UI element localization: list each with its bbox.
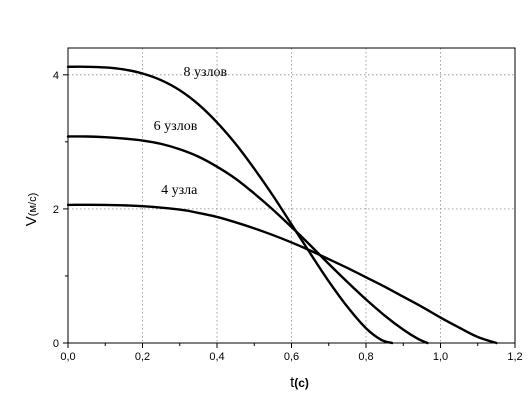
x-axis-title: t(с): [290, 374, 309, 391]
x-tick-label: 0,6: [284, 351, 299, 363]
series-line-0: [66, 65, 394, 345]
x-axis-unit: (с): [294, 376, 309, 390]
x-tick-label: 0,0: [60, 351, 75, 363]
series-annotation-0: 8 узлов: [183, 65, 227, 80]
y-tick-label: 0: [53, 338, 59, 350]
y-tick-label: 2: [53, 204, 59, 216]
series-line-1: [66, 135, 429, 345]
x-tick-label: 0,8: [358, 351, 373, 363]
series-annotation-1: 6 узлов: [154, 119, 198, 134]
grid: [68, 48, 515, 343]
x-tick-label: 0,4: [209, 351, 224, 363]
y-axis-title: V(м/с): [23, 193, 40, 226]
series: [66, 65, 498, 345]
x-tick-label: 0,2: [135, 351, 150, 363]
series-line-2: [66, 203, 498, 345]
ticks: 0,0 0,2 0,4 0,6 0,8 1,0 1,2 0 2 4: [53, 70, 523, 363]
x-tick-label: 1,0: [433, 351, 448, 363]
y-axis-label: V: [23, 216, 40, 226]
series-annotation-2: 4 узла: [161, 183, 198, 198]
y-axis-unit: (м/с): [27, 193, 39, 216]
x-axis-label: t: [290, 374, 295, 391]
annotations: 8 узлов 6 узлов 4 узла: [154, 65, 228, 198]
y-tick-label: 4: [53, 70, 59, 82]
x-tick-label: 1,2: [507, 351, 522, 363]
